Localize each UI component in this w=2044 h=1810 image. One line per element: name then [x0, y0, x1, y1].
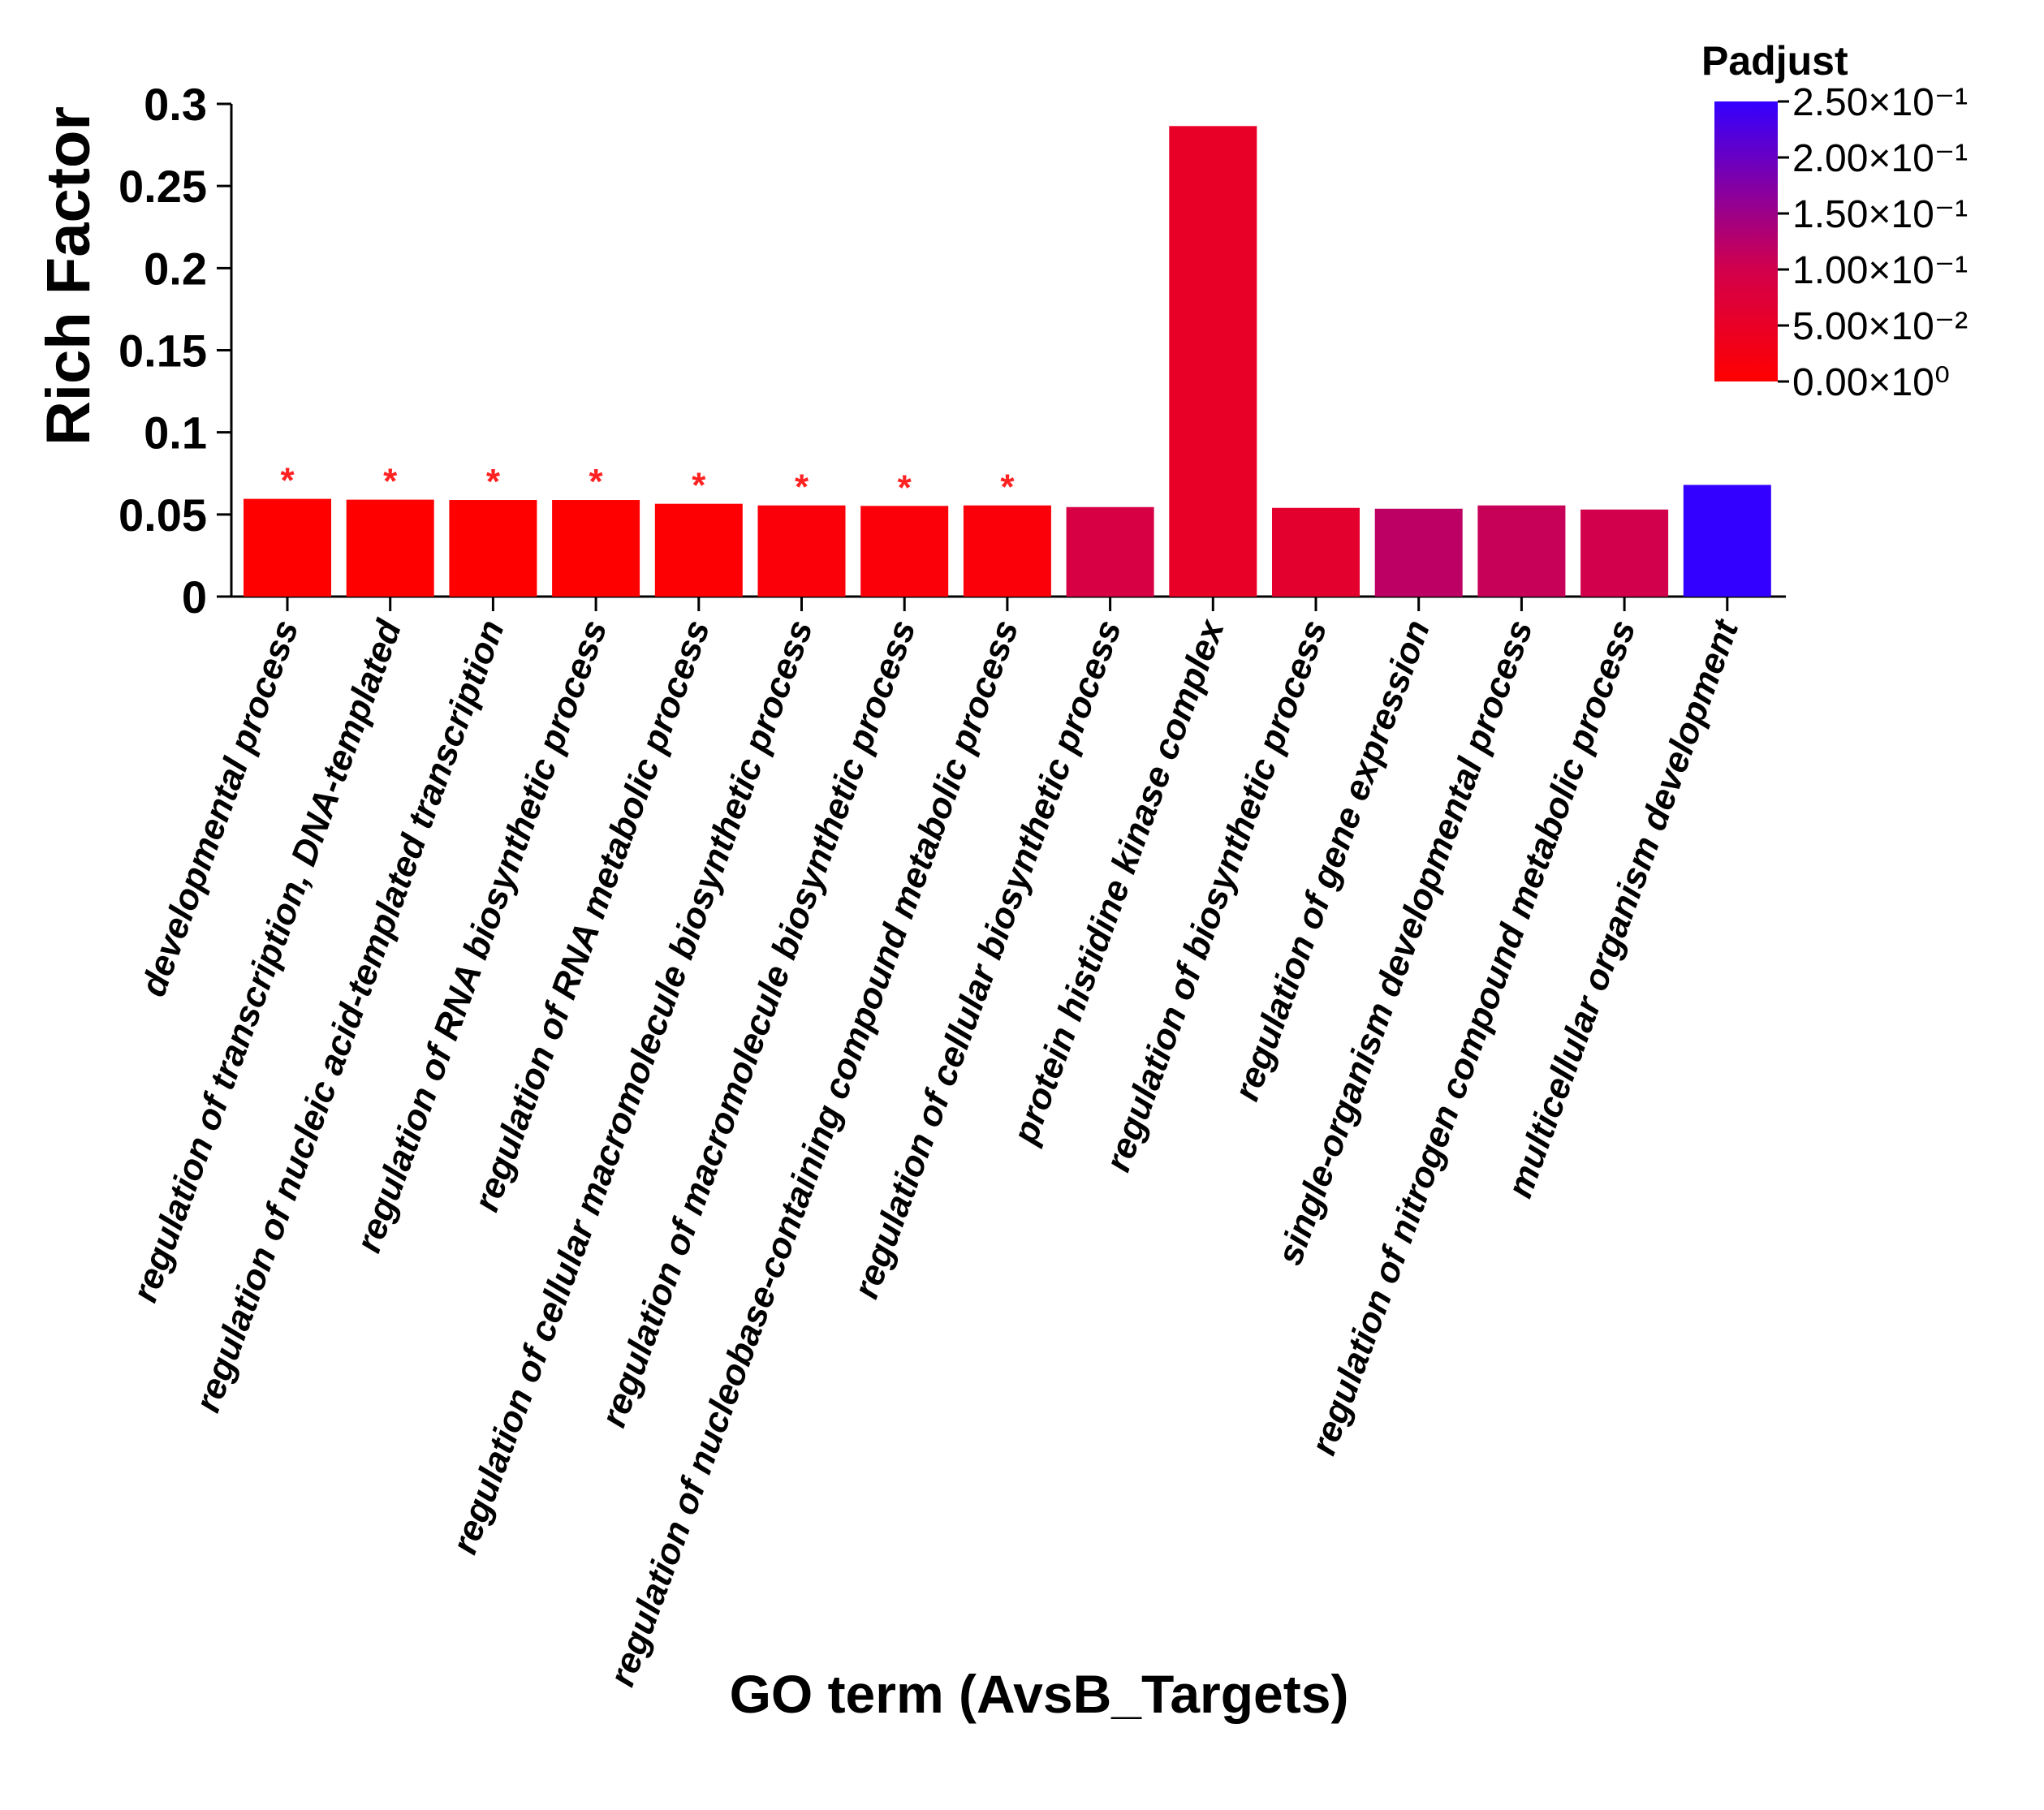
color-legend: Padjust 2.50×10⁻¹ 2.00×10⁻¹ 1.50×10⁻¹ 1.00×…	[1701, 38, 1968, 404]
legend-tick-label: 1.00×10⁻¹	[1792, 249, 1968, 292]
bar	[1374, 508, 1463, 597]
x-tick-label: protein histidine kinase complex	[1005, 614, 1232, 1149]
legend-tick-label: 1.50×10⁻¹	[1792, 193, 1968, 236]
bar	[963, 505, 1051, 597]
significance-star: *	[589, 462, 604, 502]
bar	[654, 503, 743, 597]
legend-tick-label: 2.50×10⁻¹	[1792, 81, 1968, 124]
y-tick-label: 0.15	[119, 325, 207, 377]
bar	[449, 500, 537, 597]
legend-tick-label: 2.00×10⁻¹	[1792, 137, 1968, 180]
y-tick-label: 0	[182, 571, 207, 623]
y-axis: 0 0.05 0.1 0.15 0.2 0.25 0.3	[119, 79, 233, 623]
bar	[1169, 126, 1257, 597]
y-tick-label: 0.1	[144, 407, 207, 459]
significance-star: *	[486, 462, 501, 502]
bars	[244, 126, 1771, 597]
significance-star: *	[280, 461, 295, 501]
y-tick-label: 0.2	[144, 243, 207, 294]
bar	[1683, 485, 1771, 597]
legend-color-bar	[1714, 101, 1778, 381]
bar	[552, 500, 640, 597]
significance-star: *	[898, 468, 912, 507]
bar	[244, 498, 331, 597]
bar	[1272, 507, 1360, 597]
y-tick-label: 0.25	[119, 161, 207, 212]
x-axis	[231, 595, 1786, 611]
bar	[346, 499, 434, 597]
y-axis-title: Rich Factor	[34, 106, 103, 446]
legend-title: Padjust	[1701, 38, 1848, 84]
x-tick-label: regulation of gene expression	[1227, 615, 1438, 1106]
significance-star: *	[692, 466, 706, 506]
x-axis-title: GO term (AvsB_Targets)	[730, 1664, 1349, 1724]
legend-tick-label: 5.00×10⁻²	[1792, 305, 1968, 348]
bar	[757, 505, 846, 597]
y-tick-label: 0.05	[119, 489, 207, 541]
bar	[1580, 509, 1669, 597]
significance-star: *	[1000, 468, 1015, 507]
y-tick-label: 0.3	[144, 79, 207, 130]
x-tick-label: regulation of nucleobase-containing comp…	[602, 615, 1027, 1691]
significance-star: *	[795, 468, 809, 507]
bar	[1066, 506, 1154, 597]
significance-star: *	[383, 462, 398, 502]
bar	[1477, 505, 1566, 597]
significance-markers: * * * * * * * *	[280, 461, 1015, 508]
legend-tick-label: 0.00×10⁰	[1792, 361, 1950, 404]
bar	[860, 506, 949, 597]
